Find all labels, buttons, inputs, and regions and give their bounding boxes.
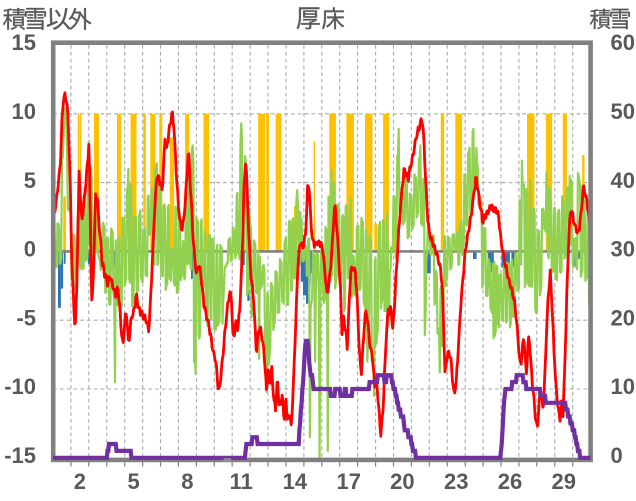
svg-text:10: 10 bbox=[12, 99, 36, 124]
svg-text:30: 30 bbox=[611, 237, 635, 262]
svg-text:29: 29 bbox=[551, 469, 575, 494]
svg-text:40: 40 bbox=[611, 168, 635, 193]
svg-text:11: 11 bbox=[230, 469, 253, 494]
svg-text:26: 26 bbox=[498, 469, 522, 494]
svg-text:2: 2 bbox=[74, 469, 86, 494]
svg-text:23: 23 bbox=[444, 469, 468, 494]
svg-text:-15: -15 bbox=[4, 443, 36, 468]
svg-text:20: 20 bbox=[611, 305, 635, 330]
svg-text:5: 5 bbox=[24, 168, 36, 193]
svg-text:0: 0 bbox=[24, 237, 36, 262]
svg-text:15: 15 bbox=[12, 30, 36, 55]
svg-text:50: 50 bbox=[611, 99, 635, 124]
svg-text:-5: -5 bbox=[16, 305, 36, 330]
svg-text:60: 60 bbox=[611, 30, 635, 55]
svg-text:14: 14 bbox=[283, 469, 308, 494]
svg-text:-10: -10 bbox=[4, 374, 36, 399]
svg-text:17: 17 bbox=[336, 469, 360, 494]
svg-text:20: 20 bbox=[390, 469, 414, 494]
svg-text:5: 5 bbox=[127, 469, 139, 494]
svg-text:10: 10 bbox=[611, 374, 635, 399]
svg-text:0: 0 bbox=[611, 443, 623, 468]
svg-text:8: 8 bbox=[181, 469, 193, 494]
